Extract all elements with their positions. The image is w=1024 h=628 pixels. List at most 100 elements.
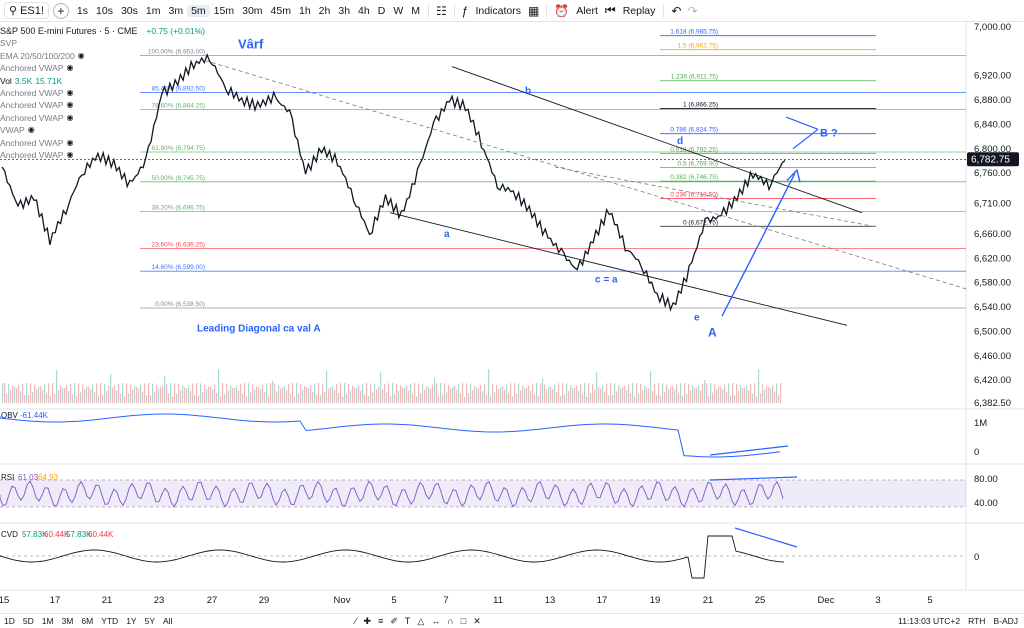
interval-2h[interactable]: 2h	[318, 4, 331, 17]
interval-4h[interactable]: 4h	[358, 4, 370, 17]
range-1D[interactable]: 1D	[4, 616, 15, 626]
eye-icon[interactable]: ◉	[66, 150, 74, 160]
volume-bar	[680, 383, 682, 403]
volume-bar	[128, 393, 130, 403]
eye-icon[interactable]: ◉	[66, 137, 74, 147]
interval-5m[interactable]: 5m	[187, 4, 210, 17]
time-tick-label: Dec	[818, 595, 835, 606]
volume-bar	[40, 386, 42, 403]
volume-bar	[356, 388, 358, 403]
text-icon[interactable]: T	[404, 615, 411, 626]
interval-3h[interactable]: 3h	[338, 4, 351, 17]
interval-30s[interactable]: 30s	[120, 4, 138, 17]
volume-bar	[104, 383, 106, 403]
measure-icon[interactable]: ↔	[431, 615, 441, 626]
legend-item[interactable]: Anchored VWAP ◉	[0, 149, 205, 161]
volume-bar	[648, 388, 650, 403]
legend-label: Anchored VWAP	[0, 112, 64, 123]
volume-bar	[124, 396, 126, 403]
eye-icon[interactable]: ◉	[66, 112, 74, 122]
volume-bar	[258, 386, 260, 403]
volume-bar	[10, 390, 12, 403]
legend-item[interactable]: VWAP ◉	[0, 124, 205, 136]
trendline-icon[interactable]: ∕	[355, 615, 357, 626]
range-5D[interactable]: 5D	[22, 616, 34, 626]
volume-bar	[94, 392, 96, 403]
volume-bar	[86, 386, 88, 403]
volume-bar	[358, 385, 360, 403]
volume-bar	[78, 383, 80, 403]
range-YTD[interactable]: YTD	[101, 616, 119, 626]
legend-item[interactable]: SVP	[0, 37, 205, 49]
volume-bar	[126, 383, 128, 403]
pattern-icon[interactable]: △	[417, 615, 425, 626]
volume-bar	[162, 385, 164, 403]
legend-item[interactable]: Vol 3.5K 15.71K	[0, 75, 205, 87]
volume-bar	[288, 383, 290, 403]
volume-bar	[62, 387, 64, 403]
volume-bar	[544, 384, 546, 403]
clock-time[interactable]: 11:13:03 UTC+2	[898, 616, 961, 626]
legend-item[interactable]: Anchored VWAP ◉	[0, 112, 205, 124]
volume-bar	[622, 387, 624, 403]
eye-icon[interactable]: ◉	[66, 100, 74, 110]
eye-icon[interactable]: ◉	[27, 125, 35, 135]
templates-icon[interactable]: ▦	[527, 3, 540, 18]
range-1Y[interactable]: 1Y	[126, 616, 137, 626]
range-6M[interactable]: 6M	[81, 616, 94, 626]
interval-W[interactable]: W	[393, 4, 404, 17]
interval-30m[interactable]: 30m	[242, 4, 263, 17]
volume-bar	[468, 393, 470, 403]
legend-item[interactable]: Anchored VWAP ◉	[0, 137, 205, 149]
time-tick-label: 27	[207, 595, 218, 606]
interval-10s[interactable]: 10s	[96, 4, 113, 17]
legend-item[interactable]: Anchored VWAP ◉	[0, 99, 205, 111]
eye-icon[interactable]: ◉	[66, 63, 74, 73]
symbol-search[interactable]: ⚲ ES1!	[4, 2, 49, 19]
replay-button[interactable]: Replay	[622, 4, 656, 17]
volume-bar	[530, 390, 532, 403]
fib-icon[interactable]: ≡	[378, 615, 384, 626]
undo-icon[interactable]: ↶	[671, 3, 682, 18]
search-icon: ⚲	[9, 5, 18, 17]
volume-bar	[564, 394, 566, 403]
eye-icon[interactable]: ◉	[77, 50, 85, 60]
magnet-icon[interactable]: ∩	[447, 615, 454, 626]
crosshair-icon[interactable]: ✚	[363, 615, 372, 626]
fib-level-label: 100.00% (6,953.00)	[148, 49, 205, 56]
range-5Y[interactable]: 5Y	[144, 616, 155, 626]
range-3M[interactable]: 3M	[61, 616, 74, 626]
indicators-button[interactable]: Indicators	[475, 4, 521, 17]
interval-1h[interactable]: 1h	[298, 4, 311, 17]
interval-3m[interactable]: 3m	[168, 4, 184, 17]
interval-15m[interactable]: 15m	[213, 4, 235, 17]
volume-bar	[588, 383, 590, 403]
interval-1m[interactable]: 1m	[145, 4, 161, 17]
volume-bar	[506, 384, 508, 403]
interval-M[interactable]: M	[411, 4, 420, 17]
compare-add-button[interactable]: +	[52, 2, 69, 19]
adjust-toggle[interactable]: B-ADJ	[993, 616, 1018, 626]
redo-icon[interactable]: ↷	[687, 3, 698, 18]
eye-icon[interactable]: ◉	[66, 88, 74, 98]
range-All[interactable]: All	[163, 616, 173, 626]
range-1M[interactable]: 1M	[41, 616, 54, 626]
volume-bar	[174, 383, 176, 403]
chart-type-icon[interactable]: ☷	[436, 3, 447, 18]
lock-icon[interactable]: □	[460, 615, 467, 626]
interval-45m[interactable]: 45m	[270, 4, 291, 17]
interval-1s[interactable]: 1s	[76, 4, 89, 17]
legend-item[interactable]: EMA 20/50/100/200 ◉	[0, 50, 205, 62]
legend-change: +0.75 (+0.01%)	[146, 26, 205, 36]
trash-icon[interactable]: ✕	[473, 615, 481, 626]
legend-item[interactable]: Anchored VWAP ◉	[0, 62, 205, 74]
legend-item[interactable]: Anchored VWAP ◉	[0, 87, 205, 99]
volume-bar	[454, 385, 456, 403]
session-toggle[interactable]: RTH	[968, 616, 986, 626]
chart-canvas[interactable]: 7,000.00 6,920.00 6,880.00 6,840.00 6,800.00…	[0, 22, 1024, 613]
volume-bar	[746, 385, 748, 403]
interval-D[interactable]: D	[377, 4, 386, 17]
brush-icon[interactable]: ✐	[390, 615, 398, 626]
alert-button[interactable]: Alert	[576, 4, 598, 17]
volume-bar	[248, 383, 250, 403]
